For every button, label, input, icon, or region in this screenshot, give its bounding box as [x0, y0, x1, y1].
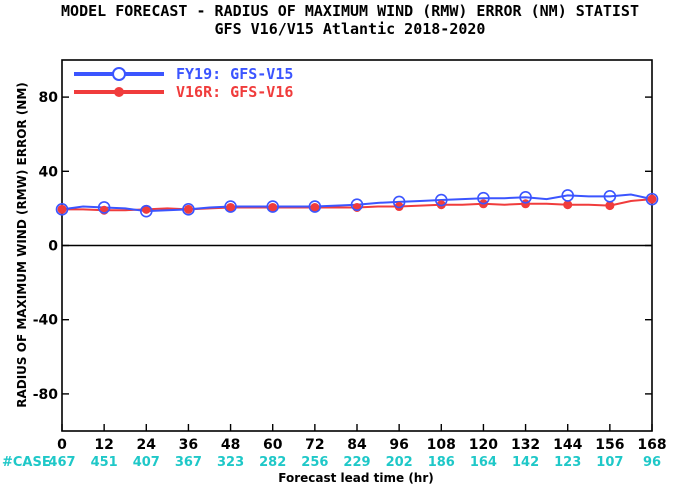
x-axis-label: Forecast lead time (hr): [278, 471, 434, 485]
series-1-point-36: [183, 204, 193, 214]
series-1-point-48: [226, 202, 236, 212]
series-0-point-96: [392, 195, 406, 209]
case-count-96: 202: [386, 455, 413, 470]
case-count-24: 407: [133, 455, 160, 470]
case-count-0: 467: [48, 455, 75, 470]
series-0-point-12: [97, 201, 111, 214]
case-count-36: 367: [175, 455, 202, 470]
series-1-point-108: [436, 200, 446, 210]
case-count-layer: 467 451 407 367 323 282 256 229 202 186 164 142 123 1…: [48, 455, 661, 470]
y-tick-label-40: 40: [39, 164, 59, 180]
series-1-point-60: [268, 202, 278, 212]
case-count-48: 323: [217, 455, 244, 470]
x-tick-label-108: 108: [427, 437, 456, 453]
legend: FY19: GFS-V15 V16R: GFS-V16: [74, 65, 293, 101]
y-tick-label-0: 0: [48, 239, 58, 255]
series-1-point-168: [647, 194, 657, 204]
chart-title: MODEL FORECAST - RADIUS OF MAXIMUM WIND …: [61, 2, 639, 20]
series-0-point-72: [308, 200, 322, 213]
series-1-point-72: [310, 202, 320, 212]
x-tick-label-48: 48: [221, 437, 240, 453]
case-count-156: 107: [596, 455, 623, 470]
case-label: #CASE: [2, 455, 51, 470]
case-count-72: 256: [301, 455, 328, 470]
y-tick-label-80: 80: [39, 90, 59, 106]
case-count-60: 282: [259, 455, 286, 470]
x-tick-label-60: 60: [263, 437, 283, 453]
case-count-132: 142: [512, 455, 539, 470]
case-count-120: 164: [470, 455, 497, 470]
x-tick-label-36: 36: [179, 437, 198, 453]
series-0-point-36: [182, 203, 195, 216]
series-0-point-120: [477, 191, 490, 205]
legend-label-gfs-v15: FY19: GFS-V15: [176, 65, 293, 83]
series-0-point-156: [603, 190, 617, 203]
y-tick-label--80: -80: [33, 387, 59, 403]
x-tick-label-12: 12: [94, 437, 113, 453]
series-0-point-168: [645, 192, 659, 206]
series-0-point-144: [561, 189, 575, 202]
series-0-point-24: [139, 204, 153, 218]
case-count-144: 123: [554, 455, 581, 470]
x-tick-label-96: 96: [389, 437, 408, 453]
y-tick-label--40: -40: [33, 313, 59, 329]
legend-label-gfs-v16: V16R: GFS-V16: [176, 83, 293, 101]
series-1-point-132: [521, 199, 531, 209]
series-0-point-0: [55, 203, 69, 216]
tick-layer: 0 12 24 36 48 60 72 84 96 108 120 132 144 156 168 -80 -4…: [33, 90, 667, 453]
x-tick-label-120: 120: [469, 437, 498, 453]
series-1-point-156: [605, 201, 615, 211]
x-tick-label-24: 24: [137, 437, 157, 453]
case-count-168: 96: [643, 455, 661, 470]
x-tick-label-156: 156: [595, 437, 624, 453]
series-1-point-24: [141, 204, 151, 214]
y-axis-label: RADIUS OF MAXIMUM WIND (RMW) ERROR (NM): [15, 82, 29, 408]
case-count-108: 186: [428, 455, 455, 470]
series-1-point-0: [57, 204, 67, 214]
x-tick-label-132: 132: [511, 437, 540, 453]
series-0-point-108: [434, 193, 448, 207]
series-0-point-60: [266, 200, 280, 213]
series-0-point-132: [519, 190, 532, 204]
series-1-point-96: [394, 202, 404, 212]
legend-marker-gfs-v15: [112, 67, 126, 81]
series-0-point-84: [350, 198, 364, 211]
chart-subtitle: GFS V16/V15 Atlantic 2018-2020: [215, 20, 486, 38]
series-layer: [55, 189, 659, 218]
legend-marker-gfs-v16: [114, 87, 124, 97]
case-count-12: 451: [91, 455, 118, 470]
x-tick-label-0: 0: [57, 437, 67, 453]
case-count-84: 229: [343, 455, 370, 470]
x-tick-label-168: 168: [637, 437, 666, 453]
x-tick-label-144: 144: [553, 437, 582, 453]
x-tick-label-84: 84: [347, 437, 367, 453]
series-1-point-144: [563, 200, 573, 210]
series-0-point-48: [224, 200, 237, 213]
x-tick-label-72: 72: [305, 437, 324, 453]
